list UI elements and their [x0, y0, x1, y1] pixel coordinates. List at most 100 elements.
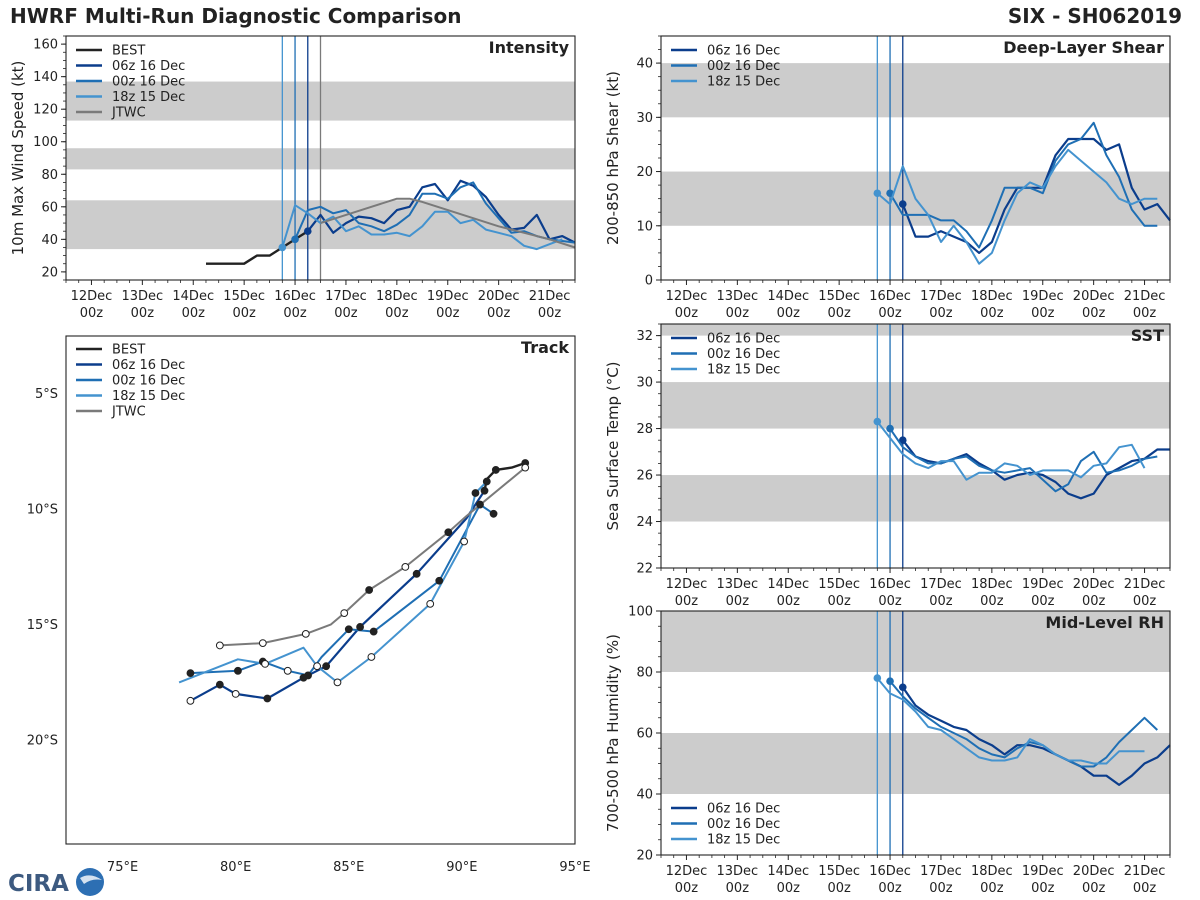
- series-line-run18: [876, 420, 1146, 481]
- x-tick-label-day: 16Dec: [869, 864, 911, 879]
- x-tick-label-hour: 00z: [878, 306, 902, 321]
- y-tick-label: 22: [636, 562, 653, 577]
- x-tick-label-day: 13Dec: [716, 864, 758, 879]
- x-tick-label-day: 21Dec: [1124, 864, 1166, 879]
- x-tick-label-day: 20Dec: [478, 289, 520, 304]
- track-position-marker: [356, 623, 364, 631]
- x-tick-label-day: 18Dec: [971, 577, 1013, 592]
- x-tick-label-hour: 00z: [929, 306, 953, 321]
- y-tick-label: 40: [41, 233, 58, 248]
- series-line-run00: [294, 181, 576, 244]
- y-tick-label: 100: [628, 605, 653, 620]
- y-tick-label: 20: [41, 265, 58, 280]
- y-axis-label: 700-500 hPa Humidity (%): [604, 634, 622, 832]
- track-line-run06: [189, 490, 486, 702]
- x-tick-label-day: 21Dec: [1124, 577, 1166, 592]
- y-tick-label: 80: [41, 168, 58, 183]
- x-tick-label-hour: 00z: [80, 306, 104, 321]
- x-tick-label-hour: 00z: [878, 594, 902, 609]
- x-tick-label-day: 16Dec: [274, 289, 316, 304]
- track-position-marker: [186, 669, 195, 678]
- y-axis-label: Sea Surface Temp (°C): [604, 361, 622, 530]
- track-position-marker: [480, 486, 489, 495]
- y-axis-label: 10m Max Wind Speed (kt): [9, 61, 27, 256]
- series-start-marker: [873, 674, 882, 682]
- plot-frame: [65, 335, 576, 845]
- x-tick-label-day: 19Dec: [1022, 289, 1064, 304]
- panel-title: Track: [521, 338, 569, 357]
- x-tick-label-hour: 00z: [777, 881, 801, 896]
- y-tick-label: 20: [636, 165, 653, 180]
- y-tick-label: 140: [33, 70, 58, 85]
- latitude-label: 10°S: [27, 503, 58, 518]
- track-position-marker: [426, 599, 435, 608]
- legend-label: 06z 16 Dec: [112, 358, 185, 373]
- x-tick-label-hour: 00z: [131, 306, 155, 321]
- track-line-run00: [190, 503, 495, 677]
- x-tick-label-hour: 00z: [675, 306, 699, 321]
- series-start-marker: [873, 189, 882, 198]
- track-position-marker: [365, 586, 374, 594]
- series-start-marker: [873, 417, 882, 426]
- x-tick-label-day: 13Dec: [716, 577, 758, 592]
- track-position-marker: [261, 659, 269, 668]
- x-tick-label-day: 16Dec: [869, 289, 911, 304]
- panel-title: SST: [1131, 326, 1164, 345]
- x-tick-label-day: 14Dec: [172, 289, 214, 304]
- cira-logo-globe-icon: [76, 868, 104, 896]
- x-tick-label-hour: 00z: [1031, 306, 1055, 321]
- x-tick-label-hour: 00z: [980, 881, 1004, 896]
- plot-frame: [660, 323, 1171, 569]
- track-position-marker: [231, 690, 240, 698]
- y-tick-label: 32: [636, 329, 653, 344]
- plot-frame: [65, 35, 576, 281]
- x-tick-label-day: 19Dec: [1022, 577, 1064, 592]
- series-line-run06: [901, 686, 1171, 786]
- x-tick-label-day: 15Dec: [223, 289, 265, 304]
- y-tick-label: 40: [636, 788, 653, 803]
- legend-label: 18z 15 Dec: [707, 75, 780, 90]
- x-tick-label-hour: 00z: [538, 306, 562, 321]
- x-tick-label-hour: 00z: [675, 881, 699, 896]
- x-tick-label-hour: 00z: [878, 881, 902, 896]
- x-tick-label-day: 17Dec: [920, 864, 962, 879]
- x-tick-label-day: 13Dec: [121, 289, 163, 304]
- x-tick-label-hour: 00z: [1133, 594, 1157, 609]
- x-tick-label-hour: 00z: [980, 306, 1004, 321]
- track-position-marker: [482, 477, 491, 486]
- cira-logo: CIRA: [8, 868, 104, 897]
- track-position-marker: [401, 563, 410, 571]
- y-tick-label: 26: [636, 469, 653, 484]
- x-tick-label-day: 20Dec: [1073, 864, 1115, 879]
- x-tick-label-day: 19Dec: [427, 289, 469, 304]
- series-line-run06: [306, 179, 576, 244]
- track-position-marker: [340, 609, 349, 617]
- y-tick-label: 20: [636, 849, 653, 864]
- figure-title: HWRF Multi-Run Diagnostic Comparison: [10, 4, 462, 28]
- legend-label: BEST: [112, 343, 145, 358]
- x-tick-label-hour: 00z: [1082, 594, 1106, 609]
- track-position-marker: [186, 696, 195, 705]
- track-position-marker: [369, 627, 378, 636]
- x-tick-label-day: 17Dec: [920, 289, 962, 304]
- panel-rh: 20 40 60 80 100 12Dec 00z 13Dec 00z 14Dec 00z 15Dec…: [604, 605, 1171, 896]
- y-tick-label: 60: [41, 200, 58, 215]
- x-tick-label-hour: 00z: [283, 306, 307, 321]
- track-position-marker: [460, 537, 469, 546]
- cira-logo-swirl-icon: [80, 875, 102, 884]
- track-position-marker: [313, 662, 322, 671]
- x-tick-label-hour: 00z: [827, 881, 851, 896]
- y-tick-label: 0: [645, 274, 653, 289]
- series-line-best: [206, 230, 309, 265]
- x-tick-label-hour: 00z: [929, 881, 953, 896]
- track-position-marker: [476, 500, 484, 509]
- x-tick-label-hour: 00z: [980, 594, 1004, 609]
- x-tick-label-day: 14Dec: [767, 864, 809, 879]
- legend-label: 18z 15 Dec: [112, 90, 185, 105]
- track-position-marker: [489, 509, 498, 518]
- track-position-marker: [412, 569, 421, 578]
- series-line-run18: [876, 677, 1145, 765]
- panel-intensity: 20 40 60 80 100 120 140 160 12Dec 00z 13Dec 00z 14De…: [9, 35, 576, 321]
- cira-logo-text: CIRA: [8, 871, 69, 897]
